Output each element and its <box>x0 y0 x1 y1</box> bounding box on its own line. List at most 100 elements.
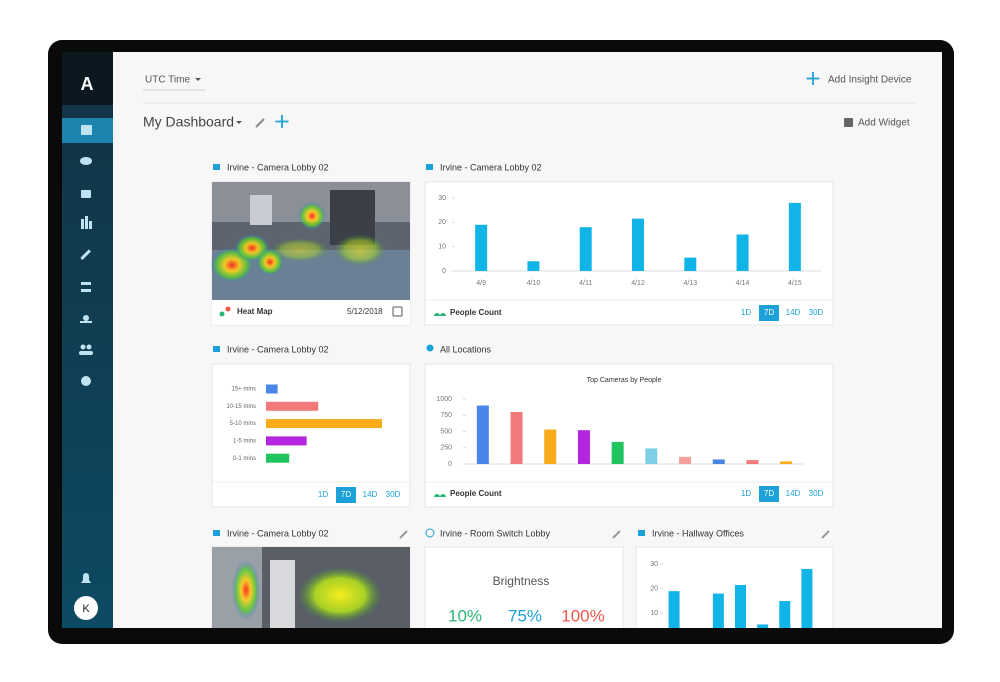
card-footer <box>212 300 410 325</box>
widget-title: Irvine - Camera Lobby 02 <box>227 344 329 354</box>
bar <box>510 412 523 464</box>
x-tick-label: 4/11 <box>579 280 592 287</box>
widget-icon <box>844 118 853 127</box>
bar <box>527 261 540 271</box>
range-button[interactable]: 14D <box>363 490 378 499</box>
bar <box>746 460 759 464</box>
dashboard-title[interactable]: My Dashboard <box>143 114 234 130</box>
range-button[interactable]: 30D <box>809 308 824 317</box>
bar <box>788 202 801 271</box>
calendar-icon[interactable] <box>392 306 403 317</box>
people-icon <box>434 313 446 316</box>
logo[interactable]: A <box>81 74 94 94</box>
card <box>211 363 411 508</box>
bar <box>266 453 290 463</box>
add-device[interactable]: Add Insight Device <box>828 75 912 86</box>
bar <box>801 568 813 628</box>
y-tick-label: 250 <box>440 445 452 452</box>
bar <box>544 429 557 464</box>
x-tick-label: 4/14 <box>736 280 750 287</box>
bar <box>266 419 382 429</box>
widget-title: Irvine - Hallway Offices <box>652 528 744 538</box>
range-button[interactable]: 1D <box>741 308 751 317</box>
x-tick-label: 4/15 <box>788 280 802 287</box>
range-button[interactable]: 7D <box>764 308 774 317</box>
bar <box>668 591 680 628</box>
avatar[interactable] <box>74 596 98 620</box>
widget-title: Irvine - Room Switch Lobby <box>440 528 551 538</box>
add-icon[interactable] <box>275 115 289 128</box>
range-button[interactable]: 14D <box>786 489 801 498</box>
range-button[interactable]: 7D <box>764 489 774 498</box>
y-tick-label: 30 <box>438 195 446 202</box>
range-active <box>759 305 779 321</box>
caret <box>236 121 242 124</box>
bar <box>712 459 725 464</box>
widget-titles: Irvine - Camera Lobby 02 Irvine - Camera… <box>213 162 830 539</box>
bar <box>736 234 749 271</box>
reading: 100% <box>561 606 604 625</box>
y-tick-label: 10 <box>438 244 446 251</box>
card <box>424 181 834 326</box>
range-button[interactable]: 14D <box>786 308 801 317</box>
icon <box>219 311 225 317</box>
bar <box>266 384 278 394</box>
add-widget[interactable]: Add Widget <box>858 118 910 129</box>
bar <box>579 227 592 271</box>
x-tick-label: 4/9 <box>476 280 486 287</box>
bar <box>632 218 644 271</box>
sidebar <box>62 52 113 628</box>
people-icon <box>434 494 446 497</box>
range-button[interactable]: 30D <box>809 489 824 498</box>
nav-icons[interactable] <box>79 125 93 583</box>
bar <box>266 436 307 446</box>
edit-icon[interactable] <box>255 118 265 128</box>
x-tick-label: 4/12 <box>631 280 645 287</box>
bar <box>476 405 489 464</box>
y-tick-label: 1-5 mins <box>233 438 256 444</box>
bar <box>712 593 724 628</box>
bar <box>780 461 793 464</box>
y-tick-label: 10 <box>650 610 658 617</box>
reading: 75% <box>508 606 542 625</box>
footer-label: People Count <box>450 489 502 498</box>
range-button[interactable]: 1D <box>741 489 751 498</box>
range-active <box>336 487 356 503</box>
readings: 10% 75% 100% <box>448 606 605 625</box>
widget-title: All Locations <box>440 344 492 354</box>
y-tick-label: 0 <box>442 268 446 275</box>
widget-title: Irvine - Camera Lobby 02 <box>227 528 329 538</box>
range-button[interactable]: 1D <box>318 490 328 499</box>
range-button[interactable]: 7D <box>341 490 351 499</box>
widget-title: Irvine - Camera Lobby 02 <box>227 162 329 172</box>
x-tick-label: 4/10 <box>527 280 541 287</box>
y-tick-label: 20 <box>438 219 446 226</box>
background <box>62 52 942 628</box>
footer-label: People Count <box>450 308 502 317</box>
heatmap-image <box>210 182 410 300</box>
bar <box>266 401 319 411</box>
avatar-initial: K <box>82 603 90 615</box>
chart-title: Top Cameras by People <box>587 377 662 384</box>
y-tick-label: 500 <box>440 428 452 435</box>
bar <box>757 624 769 628</box>
screen: A K UTC Time Add Insight Device My Dashb… <box>62 52 942 628</box>
y-tick-label: 20 <box>650 586 658 593</box>
range-button[interactable]: 30D <box>386 490 401 499</box>
date[interactable]: 5/12/2018 <box>347 307 383 316</box>
icon <box>225 306 231 312</box>
logo-area <box>62 52 113 105</box>
y-tick-label: 10-15 mins <box>226 404 256 410</box>
y-tick-label: 15+ mins <box>231 387 256 393</box>
x-tick-label: 4/13 <box>683 280 697 287</box>
y-tick-label: 30 <box>650 561 658 568</box>
timezone-select[interactable]: UTC Time <box>145 75 190 86</box>
bar <box>577 430 590 464</box>
add-icon[interactable] <box>806 72 820 85</box>
y-tick-label: 0-1 mins <box>233 456 256 462</box>
bar <box>684 257 697 271</box>
y-tick-label: 1000 <box>436 396 452 403</box>
range-active <box>759 486 779 502</box>
bar <box>645 448 658 464</box>
